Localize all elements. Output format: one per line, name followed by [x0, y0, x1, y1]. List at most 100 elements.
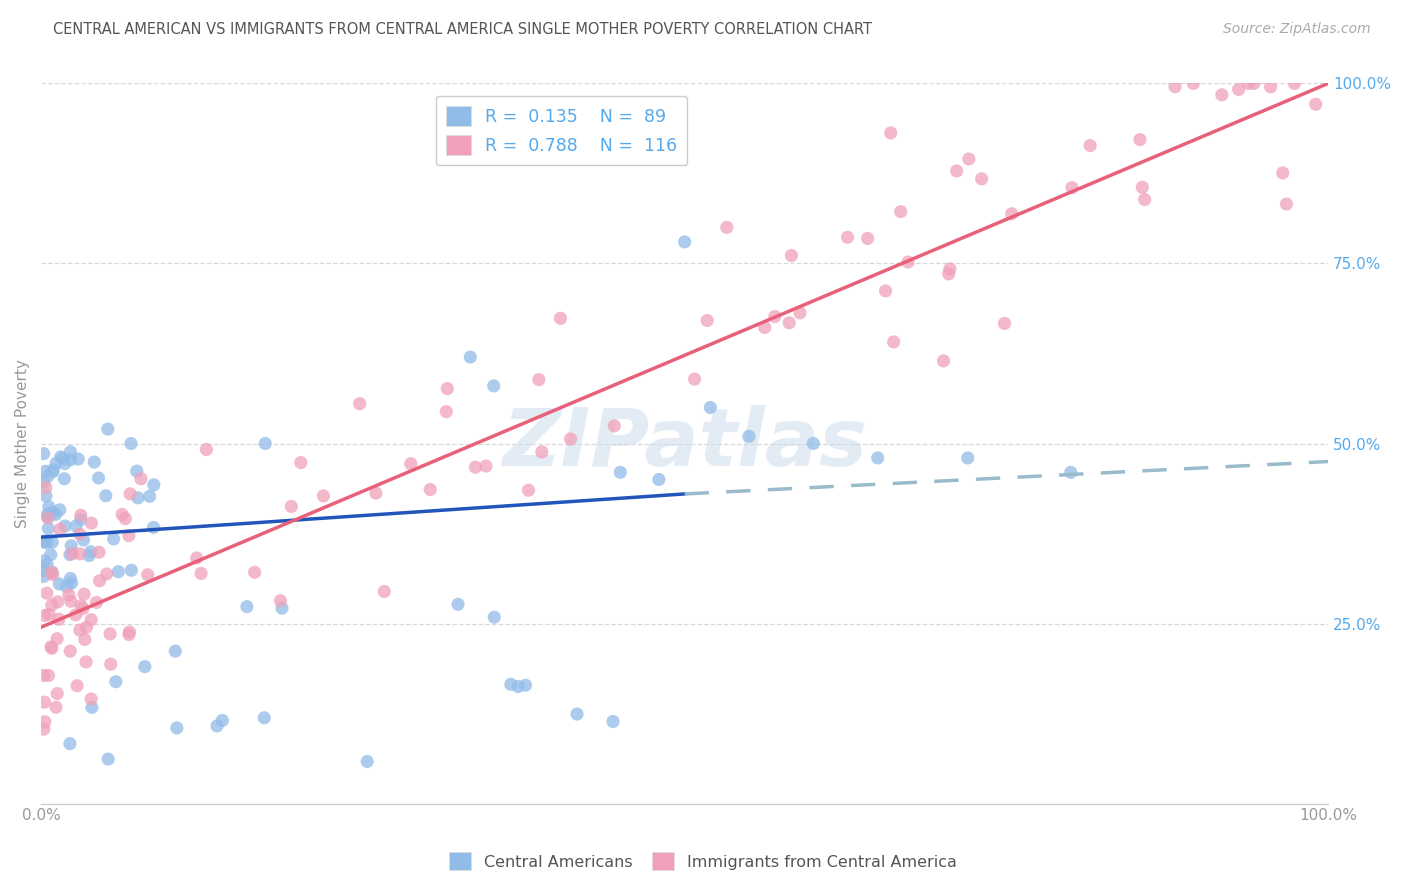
- Point: [890, 204, 912, 219]
- Y-axis label: Single Mother Poverty: Single Mother Poverty: [15, 359, 30, 528]
- Point: [86, 595, 108, 609]
- Point: [42, 505, 65, 519]
- Point: [434, 404, 457, 418]
- Point: [35, 481, 58, 495]
- Point: [527, 373, 550, 387]
- Point: [118, 624, 141, 639]
- Point: [517, 483, 540, 498]
- Point: [80, 700, 103, 714]
- Point: [32, 722, 55, 736]
- Point: [107, 565, 129, 579]
- Point: [856, 231, 879, 245]
- Text: CENTRAL AMERICAN VS IMMIGRANTS FROM CENTRAL AMERICA SINGLE MOTHER POVERTY CORREL: CENTRAL AMERICAN VS IMMIGRANTS FROM CENT…: [53, 22, 873, 37]
- Point: [603, 419, 626, 434]
- Point: [35, 489, 58, 503]
- Point: [938, 267, 960, 281]
- Point: [932, 354, 955, 368]
- Point: [45, 508, 67, 522]
- Point: [945, 164, 967, 178]
- Point: [53, 472, 76, 486]
- Point: [515, 678, 537, 692]
- Point: [46, 632, 69, 646]
- Point: [42, 463, 65, 477]
- Point: [166, 721, 188, 735]
- Point: [69, 527, 91, 541]
- Point: [35, 533, 58, 548]
- Point: [37, 558, 59, 572]
- Point: [41, 566, 63, 580]
- Point: [32, 534, 55, 549]
- Point: [458, 350, 481, 364]
- Point: [475, 458, 498, 473]
- Point: [1211, 87, 1233, 102]
- Point: [957, 152, 980, 166]
- Point: [111, 508, 134, 522]
- Point: [673, 235, 696, 249]
- Point: [349, 397, 371, 411]
- Point: [38, 668, 60, 682]
- Point: [120, 436, 142, 450]
- Point: [560, 432, 582, 446]
- Point: [550, 311, 572, 326]
- Point: [778, 316, 800, 330]
- Point: [66, 679, 89, 693]
- Point: [45, 700, 67, 714]
- Point: [60, 576, 83, 591]
- Point: [49, 503, 72, 517]
- Point: [97, 422, 120, 436]
- Point: [243, 566, 266, 580]
- Point: [801, 436, 824, 450]
- Point: [125, 464, 148, 478]
- Point: [41, 565, 63, 579]
- Point: [48, 612, 70, 626]
- Point: [1129, 133, 1152, 147]
- Point: [32, 447, 55, 461]
- Point: [46, 687, 69, 701]
- Point: [59, 452, 82, 467]
- Point: [1133, 193, 1156, 207]
- Point: [65, 519, 87, 533]
- Point: [280, 500, 302, 514]
- Point: [77, 549, 100, 563]
- Point: [34, 464, 56, 478]
- Point: [399, 457, 422, 471]
- Point: [32, 569, 55, 583]
- Point: [939, 262, 962, 277]
- Point: [1275, 197, 1298, 211]
- Point: [699, 401, 721, 415]
- Point: [118, 528, 141, 542]
- Point: [94, 489, 117, 503]
- Point: [59, 548, 82, 562]
- Point: [32, 668, 55, 682]
- Point: [87, 471, 110, 485]
- Point: [880, 126, 903, 140]
- Point: [120, 487, 142, 501]
- Point: [80, 692, 103, 706]
- Point: [72, 533, 94, 547]
- Point: [34, 695, 56, 709]
- Point: [83, 455, 105, 469]
- Point: [103, 532, 125, 546]
- Point: [482, 379, 505, 393]
- Point: [165, 644, 187, 658]
- Point: [419, 483, 441, 497]
- Point: [602, 714, 624, 729]
- Point: [53, 457, 76, 471]
- Point: [648, 473, 671, 487]
- Point: [136, 567, 159, 582]
- Point: [59, 444, 82, 458]
- Point: [65, 607, 87, 622]
- Point: [38, 607, 60, 622]
- Point: [42, 465, 65, 479]
- Point: [69, 547, 91, 561]
- Point: [35, 586, 58, 600]
- Point: [49, 522, 72, 536]
- Point: [190, 566, 212, 581]
- Point: [69, 508, 91, 523]
- Point: [1078, 138, 1101, 153]
- Point: [104, 674, 127, 689]
- Point: [52, 451, 75, 466]
- Point: [59, 737, 82, 751]
- Text: Source: ZipAtlas.com: Source: ZipAtlas.com: [1223, 22, 1371, 37]
- Point: [41, 567, 63, 582]
